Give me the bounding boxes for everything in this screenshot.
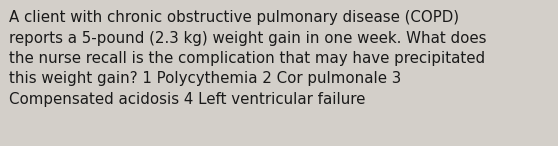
Text: A client with chronic obstructive pulmonary disease (COPD)
reports a 5-pound (2.: A client with chronic obstructive pulmon… bbox=[9, 10, 487, 107]
